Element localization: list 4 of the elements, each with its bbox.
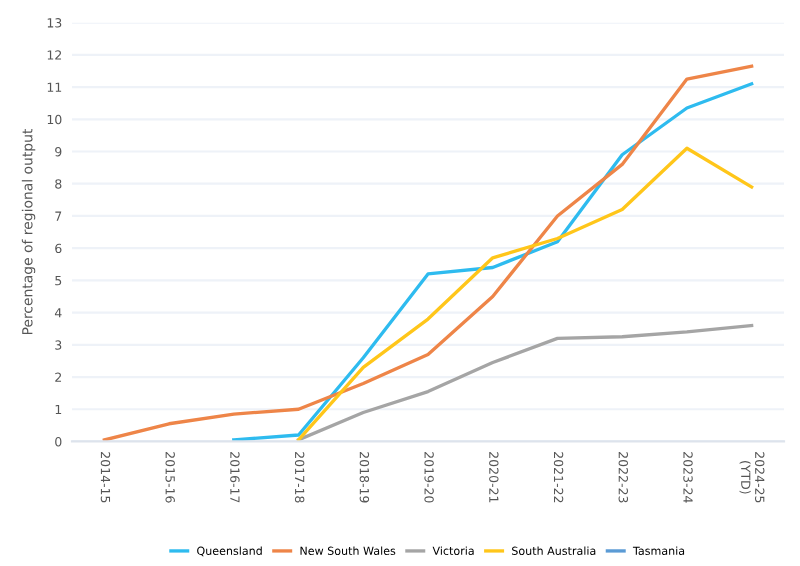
line-series <box>296 146 754 442</box>
line-series <box>102 64 754 442</box>
line-series <box>296 323 754 442</box>
line-series <box>232 82 754 442</box>
